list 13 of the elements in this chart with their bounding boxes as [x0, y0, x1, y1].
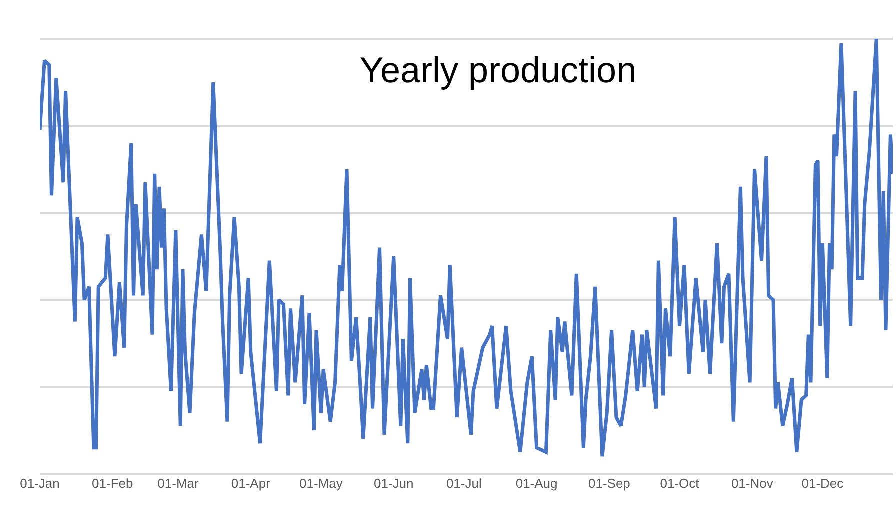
- x-tick-label: 01-Mar: [158, 476, 200, 491]
- x-tick-label: 01-Nov: [731, 476, 774, 491]
- x-tick-label: 01-Dec: [802, 476, 844, 491]
- x-tick-label: 01-May: [300, 476, 344, 491]
- x-tick-label: 01-Sep: [588, 476, 630, 491]
- x-tick-label: 01-Jul: [446, 476, 482, 491]
- x-tick-label: 01-Jun: [374, 476, 414, 491]
- x-tick-label: 01-Aug: [516, 476, 558, 491]
- chart-title: Yearly production: [360, 50, 637, 91]
- x-tick-label: 01-Feb: [92, 476, 134, 491]
- x-tick-label: 01-Oct: [660, 476, 700, 491]
- x-tick-label: 01-Jan: [20, 476, 60, 491]
- x-tick-label: 01-Apr: [231, 476, 272, 491]
